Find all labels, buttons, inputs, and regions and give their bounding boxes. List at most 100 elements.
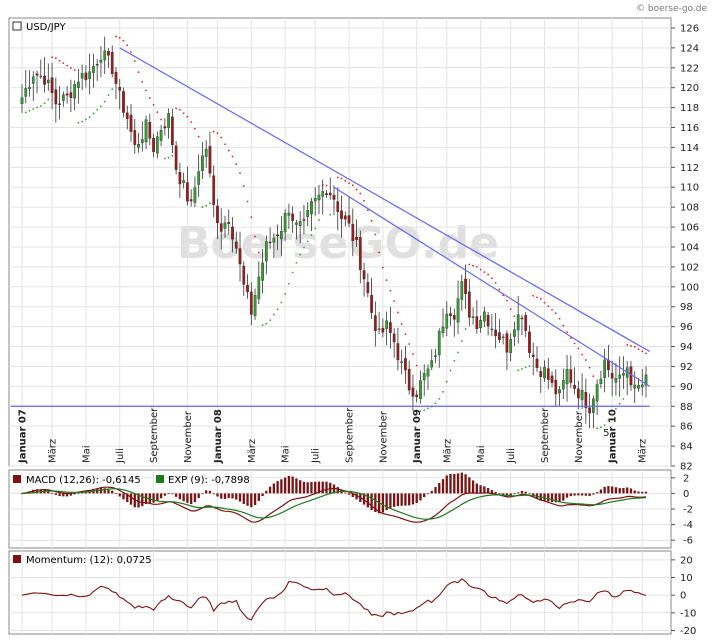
x-axis-month-label: Januar 09 <box>412 409 423 464</box>
macd-histogram-bar <box>629 488 633 494</box>
candle-bearish <box>392 333 396 343</box>
macd-histogram-bar <box>231 493 234 499</box>
macd-y-axis: 2 0 -2 -4 -6 <box>671 473 693 547</box>
price-tick-label: 110 <box>680 183 699 194</box>
sar-dot-down <box>145 89 147 92</box>
macd-histogram-bar <box>310 481 313 494</box>
sar-dot-down <box>592 375 595 378</box>
candle-bullish <box>155 136 159 154</box>
sar-dot-up <box>460 340 463 342</box>
candle-bearish <box>276 234 279 237</box>
sar-dot-up <box>615 407 617 410</box>
candle-bullish <box>456 298 460 323</box>
candle-bullish <box>419 380 422 399</box>
sar-dot-up <box>434 402 437 405</box>
macd-histogram-bar <box>513 493 516 495</box>
macd-histogram-bar <box>329 482 332 494</box>
macd-histogram-bar <box>114 493 118 495</box>
candle-bearish <box>95 64 99 66</box>
sar-dot-down <box>536 296 538 299</box>
sar-dot-up <box>442 390 444 393</box>
sar-dot-down <box>566 331 568 334</box>
candle-bullish <box>595 384 599 402</box>
candle-bearish <box>249 291 253 315</box>
candle-bullish <box>460 281 464 300</box>
sar-dot-up <box>528 365 531 367</box>
candle-bullish <box>561 380 565 390</box>
candle-bearish <box>58 103 61 105</box>
candle-bullish <box>483 311 486 322</box>
sar-dot-up <box>438 397 441 400</box>
macd-histogram-bar <box>618 488 621 494</box>
macd-legend-label: MACD (12,26): -0,6145 <box>26 475 141 486</box>
candle-bullish <box>73 84 76 99</box>
candle-bearish <box>584 392 588 409</box>
macd-histogram-bar <box>355 493 358 500</box>
sar-dot-up <box>284 292 287 295</box>
macd-tick-label: -4 <box>683 520 693 531</box>
macd-histogram-bar <box>216 493 219 497</box>
sar-dot-down <box>363 199 365 202</box>
sar-dot-down <box>509 308 512 310</box>
sar-dot-down <box>513 315 516 318</box>
sar-dot-down <box>479 268 482 271</box>
sar-dot-down <box>554 312 557 315</box>
candle-bearish <box>370 295 373 313</box>
x-axis-month-label: Januar 10 <box>608 409 619 464</box>
candle-bearish <box>362 270 366 280</box>
macd-histogram-bar <box>235 493 238 500</box>
price-tick-label: 116 <box>680 123 699 134</box>
sar-dot-down <box>378 251 381 254</box>
macd-histogram-bar <box>314 481 317 494</box>
macd-histogram-bar <box>475 483 479 494</box>
candle-bearish <box>415 394 419 398</box>
sar-dot-up <box>596 427 599 430</box>
macd-histogram-bar <box>392 493 396 507</box>
sar-dot-down <box>588 366 591 369</box>
candle-bullish <box>614 378 618 383</box>
macd-histogram-bar <box>69 493 73 496</box>
candle-bearish <box>576 388 580 399</box>
macd-histogram-bar <box>159 493 163 499</box>
macd-histogram-bar <box>404 493 407 506</box>
x-axis-month-label: Mai <box>281 445 292 463</box>
candle-bearish <box>227 222 231 224</box>
candle-bullish <box>644 374 648 386</box>
candle-bearish <box>186 182 189 202</box>
price-tick-label: 108 <box>680 203 699 214</box>
candle-bearish <box>373 315 377 331</box>
candle-bullish <box>513 329 516 337</box>
x-axis-month-label: Mai <box>81 445 92 463</box>
sar-dot-up <box>265 322 268 325</box>
sar-dot-up <box>28 109 31 112</box>
x-axis-month-label: Januar 08 <box>213 409 224 464</box>
macd-histogram-bar <box>588 493 591 496</box>
sar-dot-down <box>152 103 155 106</box>
sar-dot-down <box>197 135 200 138</box>
macd-histogram-bar <box>253 493 257 506</box>
macd-histogram-bar <box>250 493 253 508</box>
macd-histogram-bar <box>558 493 561 503</box>
candle-bearish <box>573 385 576 389</box>
candle-bearish <box>118 86 122 91</box>
sar-dot-up <box>310 234 313 236</box>
momentum-legend-label: Momentum: (12): 0,0725 <box>26 555 152 566</box>
sar-dot-down <box>581 353 583 356</box>
candle-bearish <box>539 371 543 377</box>
candle-bullish <box>434 355 437 358</box>
candle-bearish <box>65 93 69 96</box>
sar-dot-up <box>163 157 166 160</box>
candle-bullish <box>501 336 505 339</box>
legend-swatch-macd <box>13 475 21 483</box>
macd-histogram-bar <box>449 473 452 494</box>
x-axis-month-label: November <box>183 410 194 463</box>
macd-histogram-bar <box>524 491 527 494</box>
sar-dot-down <box>468 263 471 266</box>
macd-histogram-bar <box>129 493 133 505</box>
sar-dot-up <box>449 369 452 372</box>
sar-dot-down <box>490 277 493 280</box>
macd-histogram-bar <box>445 475 448 494</box>
legend-swatch-momentum <box>13 555 21 563</box>
sar-dot-up <box>103 100 106 103</box>
